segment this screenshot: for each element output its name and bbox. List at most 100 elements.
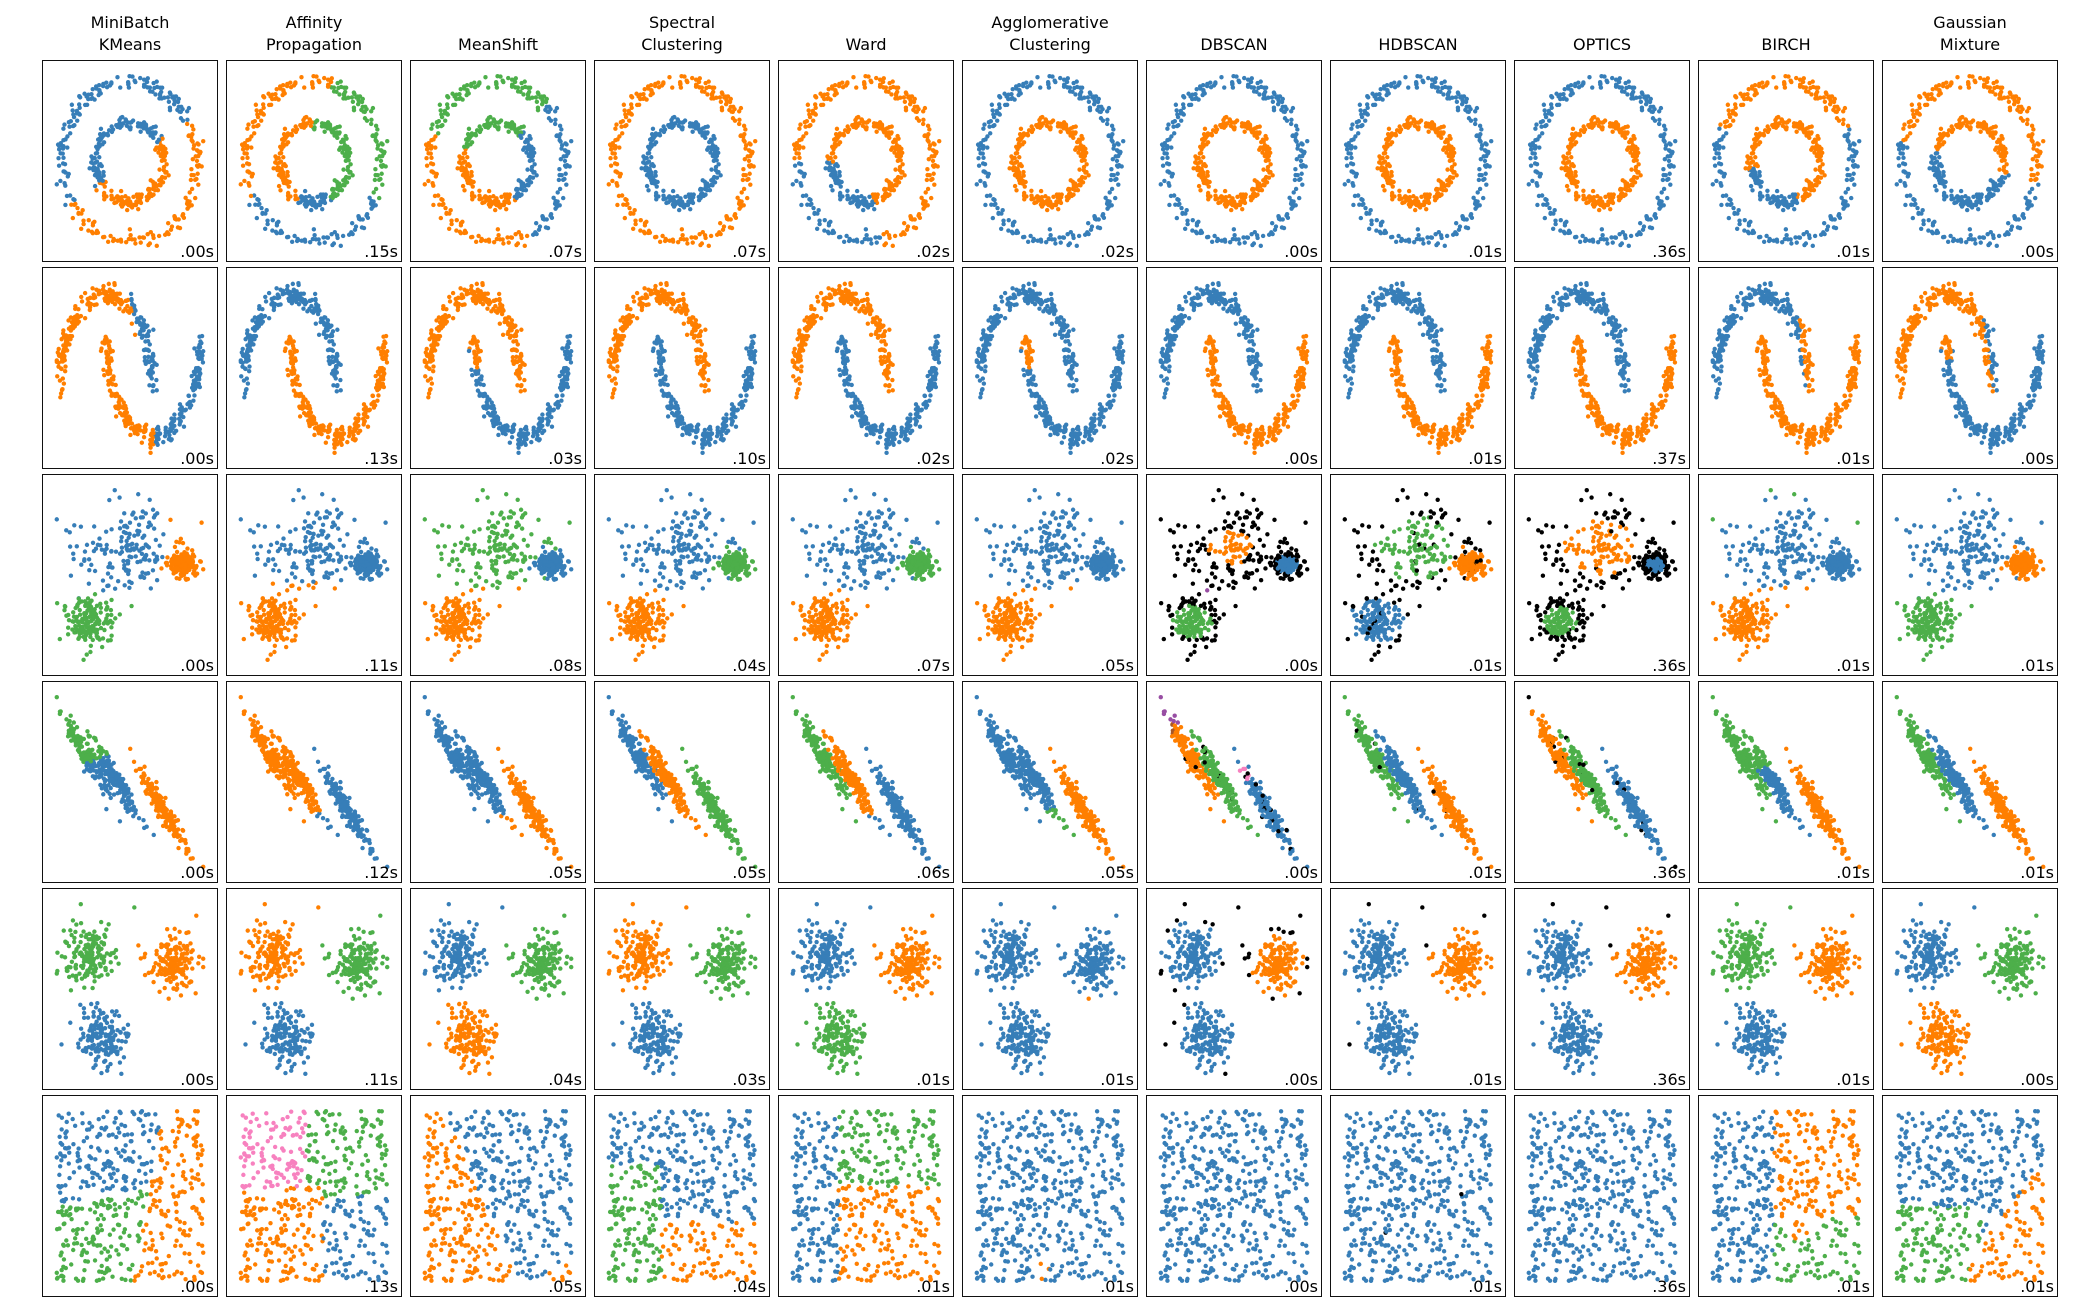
column-title-meanshift: MeanShift [406, 4, 590, 56]
scatter-cell-no_structure-optics: .36s [1514, 1095, 1690, 1297]
scatter-cell-varied_blobs-hdbscan: .01s [1330, 474, 1506, 676]
timing-label: .01s [1836, 1070, 1870, 1089]
scatter-cell-anisotropic-dbscan: .00s [1146, 681, 1322, 883]
scatter-canvas [1699, 475, 1873, 675]
scatter-cell-noisy_moons-birch: .01s [1698, 267, 1874, 469]
scatter-canvas [43, 1096, 217, 1296]
scatter-cell-blobs-hdbscan: .01s [1330, 888, 1506, 1090]
scatter-canvas [1883, 1096, 2057, 1296]
timing-label: .36s [1652, 1070, 1686, 1089]
scatter-canvas [1699, 268, 1873, 468]
timing-label: .01s [1836, 449, 1870, 468]
scatter-canvas [1515, 1096, 1689, 1296]
column-title-line: BIRCH [1761, 35, 1811, 54]
column-title-line: Ward [845, 35, 887, 54]
timing-label: .05s [1100, 863, 1134, 882]
scatter-cell-no_structure-hdbscan: .01s [1330, 1095, 1506, 1297]
scatter-cell-anisotropic-birch: .01s [1698, 681, 1874, 883]
timing-label: .02s [916, 242, 950, 261]
scatter-canvas [963, 682, 1137, 882]
scatter-cell-no_structure-affinity-propagation: .13s [226, 1095, 402, 1297]
timing-label: .00s [180, 1277, 214, 1296]
timing-label: .01s [2020, 863, 2054, 882]
scatter-cell-no_structure-minibatch-kmeans: .00s [42, 1095, 218, 1297]
timing-label: .01s [1100, 1070, 1134, 1089]
timing-label: .04s [732, 1277, 766, 1296]
scatter-cell-varied_blobs-gaussian-mixture: .01s [1882, 474, 2058, 676]
scatter-cell-noisy_circles-optics: .36s [1514, 60, 1690, 262]
column-title-line: MeanShift [458, 35, 538, 54]
timing-label: .13s [364, 449, 398, 468]
column-title-line: HDBSCAN [1378, 35, 1458, 54]
scatter-canvas [1331, 268, 1505, 468]
scatter-cell-blobs-spectral-clustering: .03s [594, 888, 770, 1090]
timing-label: .00s [180, 449, 214, 468]
scatter-cell-blobs-meanshift: .04s [410, 888, 586, 1090]
timing-label: .06s [916, 863, 950, 882]
scatter-canvas [779, 682, 953, 882]
timing-label: .11s [364, 656, 398, 675]
timing-label: .00s [180, 863, 214, 882]
column-title-affinity-propagation: Affinity Propagation [222, 4, 406, 56]
scatter-canvas [779, 889, 953, 1089]
timing-label: .36s [1652, 863, 1686, 882]
timing-label: .01s [1100, 1277, 1134, 1296]
scatter-canvas [411, 889, 585, 1089]
column-title-dbscan: DBSCAN [1142, 4, 1326, 56]
scatter-cell-anisotropic-agglomerative-clustering: .05s [962, 681, 1138, 883]
scatter-canvas [595, 682, 769, 882]
scatter-canvas [595, 1096, 769, 1296]
column-title-line: DBSCAN [1200, 35, 1268, 54]
timing-label: .01s [916, 1277, 950, 1296]
column-title-line: Agglomerative [991, 13, 1109, 32]
timing-label: .07s [732, 242, 766, 261]
scatter-canvas [595, 61, 769, 261]
scatter-canvas [227, 1096, 401, 1296]
column-title-line: Spectral [648, 13, 716, 32]
timing-label: .00s [1284, 449, 1318, 468]
scatter-canvas [963, 889, 1137, 1089]
column-title-agglomerative-clustering: Agglomerative Clustering [958, 4, 1142, 56]
scatter-canvas [779, 61, 953, 261]
scatter-cell-blobs-ward: .01s [778, 888, 954, 1090]
timing-label: .00s [2020, 449, 2054, 468]
scatter-cell-noisy_circles-birch: .01s [1698, 60, 1874, 262]
column-title-line: OPTICS [1572, 35, 1632, 54]
scatter-cell-noisy_moons-affinity-propagation: .13s [226, 267, 402, 469]
scatter-cell-anisotropic-affinity-propagation: .12s [226, 681, 402, 883]
scatter-cell-blobs-birch: .01s [1698, 888, 1874, 1090]
scatter-cell-varied_blobs-agglomerative-clustering: .05s [962, 474, 1138, 676]
column-title-hdbscan: HDBSCAN [1326, 4, 1510, 56]
scatter-cell-no_structure-dbscan: .00s [1146, 1095, 1322, 1297]
scatter-canvas [1699, 1096, 1873, 1296]
scatter-canvas [227, 475, 401, 675]
scatter-canvas [1515, 475, 1689, 675]
scatter-canvas [1883, 475, 2057, 675]
column-title-line: Mixture [1939, 35, 2001, 54]
scatter-canvas [1515, 682, 1689, 882]
scatter-canvas [43, 268, 217, 468]
scatter-cell-noisy_circles-gaussian-mixture: .00s [1882, 60, 2058, 262]
scatter-canvas [43, 475, 217, 675]
column-title-line: Clustering [641, 35, 723, 54]
timing-label: .05s [548, 863, 582, 882]
column-title-line: Propagation [266, 35, 362, 54]
timing-label: .03s [732, 1070, 766, 1089]
scatter-canvas [411, 682, 585, 882]
timing-label: .00s [1284, 1277, 1318, 1296]
timing-label: .36s [1652, 1277, 1686, 1296]
timing-label: .01s [1836, 242, 1870, 261]
timing-label: .00s [1284, 1070, 1318, 1089]
scatter-cell-blobs-minibatch-kmeans: .00s [42, 888, 218, 1090]
timing-label: .12s [364, 863, 398, 882]
scatter-canvas [1331, 889, 1505, 1089]
timing-label: .00s [2020, 242, 2054, 261]
scatter-cell-blobs-gaussian-mixture: .00s [1882, 888, 2058, 1090]
scatter-cell-varied_blobs-optics: .36s [1514, 474, 1690, 676]
column-title-optics: OPTICS [1510, 4, 1694, 56]
scatter-cell-anisotropic-ward: .06s [778, 681, 954, 883]
scatter-cell-varied_blobs-affinity-propagation: .11s [226, 474, 402, 676]
scatter-canvas [595, 268, 769, 468]
scatter-canvas [411, 268, 585, 468]
